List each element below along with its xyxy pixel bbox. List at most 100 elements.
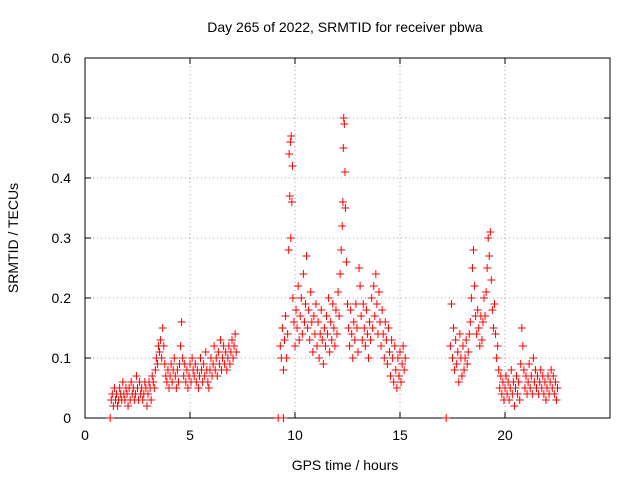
data-point	[308, 348, 317, 356]
data-point	[296, 312, 305, 320]
data-point	[387, 336, 396, 344]
data-point	[519, 366, 528, 374]
data-point	[313, 342, 322, 350]
data-point	[286, 138, 295, 146]
data-point	[288, 294, 297, 302]
data-point	[301, 300, 310, 308]
data-point	[380, 354, 389, 362]
data-point	[228, 336, 236, 344]
data-point	[204, 384, 213, 392]
data-point	[492, 354, 501, 362]
data-point	[483, 264, 492, 272]
data-point	[484, 234, 493, 242]
data-point	[507, 366, 516, 374]
data-point	[229, 354, 238, 362]
data-point	[448, 354, 457, 362]
data-point	[464, 348, 473, 356]
data-point	[553, 384, 562, 392]
data-point	[153, 360, 162, 368]
data-point	[391, 366, 400, 374]
chart-title: Day 265 of 2022, SRMTID for receiver pbw…	[207, 19, 483, 35]
data-point	[320, 324, 329, 332]
data-point	[358, 336, 367, 344]
data-point	[397, 378, 406, 386]
data-point	[469, 246, 478, 254]
data-point	[295, 336, 304, 344]
data-point	[170, 354, 179, 362]
data-point	[279, 366, 288, 374]
data-point	[462, 336, 471, 344]
y-tick-label: 0	[63, 410, 71, 426]
data-point	[225, 360, 234, 368]
data-point	[447, 300, 456, 308]
data-point	[191, 360, 200, 368]
data-point	[356, 282, 365, 290]
data-point	[155, 348, 164, 356]
data-point	[550, 390, 559, 398]
data-point	[491, 330, 500, 338]
data-point	[167, 360, 176, 368]
data-point	[493, 342, 502, 350]
data-point	[230, 342, 239, 350]
data-point	[339, 114, 348, 122]
data-point	[287, 132, 296, 140]
data-point	[369, 282, 378, 290]
data-point	[338, 198, 347, 206]
data-point	[386, 372, 395, 380]
data-point	[292, 306, 301, 314]
data-point	[284, 246, 293, 254]
data-point	[512, 372, 521, 380]
data-point	[494, 366, 503, 374]
data-point	[451, 336, 460, 344]
data-point	[300, 318, 309, 326]
data-point	[481, 312, 490, 320]
data-point	[278, 324, 287, 332]
data-point	[318, 336, 327, 344]
data-point	[461, 354, 470, 362]
data-point	[368, 324, 377, 332]
data-point	[199, 360, 208, 368]
data-point	[174, 378, 183, 386]
data-point	[165, 384, 173, 392]
data-point	[477, 336, 486, 344]
x-tick-label: 20	[497, 427, 513, 443]
data-point	[299, 270, 308, 278]
data-point	[552, 396, 561, 404]
data-point	[127, 378, 136, 386]
data-point	[106, 414, 115, 422]
data-point	[213, 372, 222, 380]
data-point	[366, 336, 375, 344]
data-point	[450, 366, 459, 374]
data-point	[216, 336, 225, 344]
data-point	[306, 288, 315, 296]
data-point	[470, 282, 479, 290]
y-tick-label: 0.6	[52, 50, 72, 66]
data-point	[345, 342, 354, 350]
data-point	[222, 366, 231, 374]
data-point	[118, 378, 127, 386]
data-point	[337, 246, 346, 254]
data-point	[381, 318, 390, 326]
data-point	[515, 396, 524, 404]
data-point	[303, 324, 312, 332]
data-point	[183, 384, 192, 392]
data-point	[316, 330, 325, 338]
data-point	[336, 270, 345, 278]
data-points	[106, 114, 562, 422]
data-point	[150, 384, 159, 392]
data-point	[351, 300, 360, 308]
data-point	[305, 336, 314, 344]
data-point	[319, 360, 328, 368]
data-point	[194, 384, 203, 392]
data-point	[285, 192, 294, 200]
data-point	[361, 342, 370, 350]
data-point	[379, 330, 388, 338]
data-point	[398, 360, 407, 368]
data-point	[283, 330, 292, 338]
y-tick-label: 0.4	[52, 170, 72, 186]
data-point	[330, 342, 339, 350]
data-point	[472, 330, 481, 338]
data-point	[389, 378, 398, 386]
axis-ticks: 0 0.1 0.2 0.3 0.4 0.5 0.6 0 5 10 15 20	[52, 50, 610, 443]
